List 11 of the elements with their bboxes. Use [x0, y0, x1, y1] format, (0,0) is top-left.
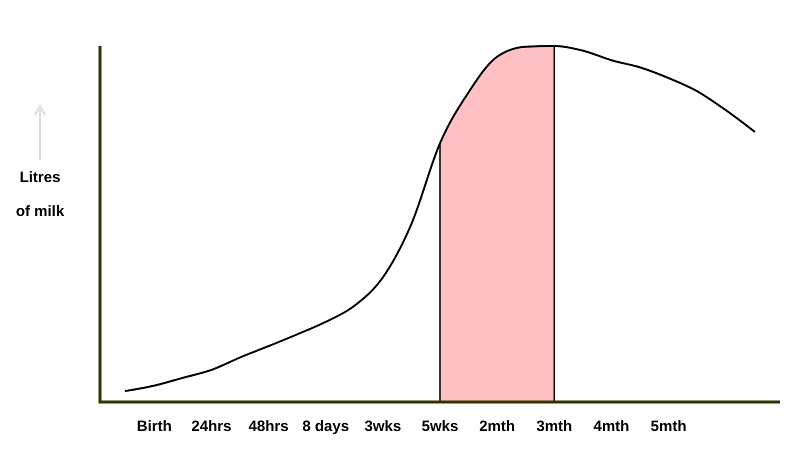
x-tick-label: 5wks — [422, 418, 458, 435]
x-tick-label: Birth — [136, 418, 172, 435]
y-axis-title: Litres of milk — [16, 169, 65, 220]
x-tick-label: 5mth — [650, 418, 686, 435]
x-tick-label: 24hrs — [191, 418, 232, 435]
x-tick-label: 8 days — [302, 418, 350, 435]
x-tick-label: 3mth — [536, 418, 572, 435]
x-tick-label: 2mth — [479, 418, 516, 435]
x-tick-label: 3wks — [364, 418, 402, 435]
x-tick-label: 4mth — [594, 418, 630, 435]
x-tick-label: 48hrs — [248, 418, 289, 435]
